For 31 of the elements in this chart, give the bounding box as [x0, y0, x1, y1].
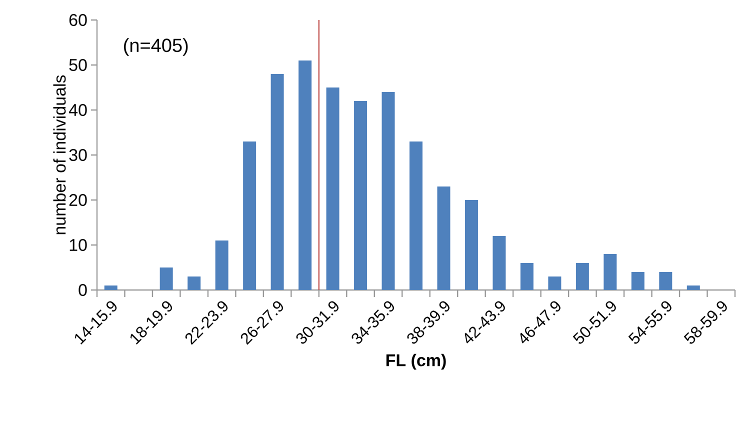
bar: [631, 272, 644, 290]
bar: [382, 92, 395, 290]
bar: [520, 263, 534, 290]
bar: [243, 142, 256, 290]
bar: [104, 286, 118, 290]
bar: [215, 240, 228, 290]
bar: [326, 88, 340, 290]
y-tick-label: 10: [70, 238, 87, 252]
bar: [686, 286, 700, 290]
y-tick-label: 60: [69, 14, 87, 26]
bar: [492, 236, 506, 290]
bar: [298, 60, 312, 290]
bar: [410, 142, 423, 290]
bar: [604, 254, 617, 290]
y-tick-label: 20: [69, 194, 87, 206]
bar: [464, 200, 478, 290]
bar: [576, 263, 589, 290]
bar: [354, 101, 368, 290]
y-tick-label: 0: [78, 284, 87, 296]
bar: [659, 272, 672, 290]
y-tick-label: 30: [69, 148, 87, 162]
bar: [270, 74, 284, 290]
y-tick-label: 50: [69, 58, 87, 72]
annotation: (n=405): [124, 38, 188, 56]
y-axis-title: number of individuals: [53, 75, 66, 234]
bar: [188, 276, 201, 290]
x-axis-title: FL (cm): [386, 354, 446, 370]
bar: [548, 276, 562, 290]
bar: [160, 268, 173, 290]
bar: [437, 186, 450, 290]
y-tick-label: 40: [68, 104, 87, 116]
